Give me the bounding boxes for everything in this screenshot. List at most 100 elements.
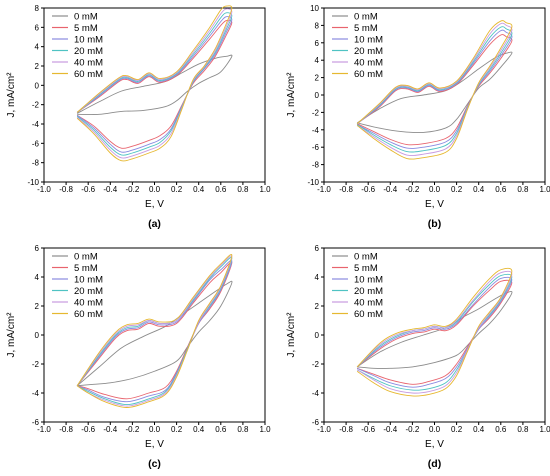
series-curve	[76, 8, 233, 159]
series-curve	[356, 20, 513, 160]
legend-label: 10 mM	[354, 275, 383, 286]
y-tick-label: -2	[312, 360, 320, 369]
x-tick-label: -0.2	[406, 425, 420, 434]
x-tick-label: 0.6	[495, 425, 507, 434]
y-tick-label: -4	[312, 126, 320, 135]
y-tick-label: 4	[35, 43, 40, 52]
series-curve	[356, 276, 513, 388]
y-tick-label: -4	[32, 389, 40, 398]
panel-label: (d)	[428, 458, 441, 470]
x-tick-label: 1.0	[539, 185, 550, 194]
y-tick-label: 0	[35, 81, 40, 90]
panel-label: (b)	[428, 218, 441, 230]
x-tick-label: 0.8	[237, 185, 249, 194]
x-tick-label: 0.0	[149, 425, 161, 434]
y-tick-label: -2	[32, 360, 40, 369]
y-tick-label: 2	[35, 302, 40, 311]
x-tick-label: -1.0	[37, 185, 51, 194]
x-axis-title: E, V	[425, 439, 444, 450]
x-tick-label: -0.6	[361, 185, 375, 194]
x-axis-title: E, V	[145, 439, 164, 450]
series-curve	[76, 54, 233, 115]
legend-label: 60 mM	[74, 69, 103, 80]
y-tick-label: -2	[32, 101, 40, 110]
legend-label: 60 mM	[354, 69, 383, 80]
legend-label: 0 mM	[354, 12, 378, 23]
x-tick-label: -0.4	[383, 425, 397, 434]
legend-label: 20 mM	[74, 46, 103, 57]
legend-label: 20 mM	[354, 286, 383, 297]
y-tick-label: 6	[35, 23, 40, 32]
chart-panel: -1.0 -0.8 -0.6 -0.4 -0.2 0.0 0.2 0.4 0.6 0.8 1.0 -6…	[6, 244, 271, 470]
y-tick-label: 8	[315, 21, 320, 30]
x-tick-label: 1.0	[259, 185, 271, 194]
legend-label: 5 mM	[74, 23, 98, 34]
y-tick-label: 0	[35, 331, 40, 340]
legend-label: 60 mM	[354, 309, 383, 320]
y-tick-label: -10	[27, 178, 39, 187]
y-tick-label: -8	[312, 161, 320, 170]
y-tick-label: -4	[32, 120, 40, 129]
legend-label: 5 mM	[354, 23, 378, 34]
y-tick-label: 4	[35, 273, 40, 282]
x-tick-label: 0.6	[495, 185, 507, 194]
x-tick-label: -0.8	[339, 425, 353, 434]
y-tick-label: 10	[310, 4, 319, 13]
y-axis-title: J, mA/cm²	[6, 312, 17, 358]
x-tick-label: 0.0	[149, 185, 161, 194]
x-tick-label: -0.6	[81, 425, 95, 434]
legend-label: 0 mM	[74, 12, 98, 23]
x-tick-label: -0.8	[59, 425, 73, 434]
y-tick-label: 6	[35, 244, 40, 253]
y-tick-label: 0	[315, 91, 320, 100]
legend-label: 40 mM	[354, 58, 383, 69]
legend-label: 10 mM	[74, 275, 103, 286]
y-axis-title: J, mA/cm²	[286, 72, 297, 118]
y-tick-label: 6	[315, 39, 320, 48]
x-tick-label: 0.8	[517, 185, 529, 194]
legend-label: 5 mM	[74, 263, 98, 274]
chart-panel: -1.0 -0.8 -0.6 -0.4 -0.2 0.0 0.2 0.4 0.6 0.8 1.0 -1…	[286, 4, 550, 230]
x-tick-label: 0.2	[171, 425, 183, 434]
x-tick-label: 0.8	[237, 425, 249, 434]
series-curve	[76, 259, 233, 403]
x-tick-label: -0.2	[126, 425, 140, 434]
x-tick-label: -1.0	[317, 185, 331, 194]
legend-label: 5 mM	[354, 263, 378, 274]
x-tick-label: -0.4	[103, 185, 117, 194]
x-tick-label: 1.0	[539, 425, 550, 434]
legend-label: 20 mM	[74, 286, 103, 297]
x-tick-label: 0.6	[215, 185, 227, 194]
y-tick-label: 6	[315, 244, 320, 253]
chart-panel: -1.0 -0.8 -0.6 -0.4 -0.2 0.0 0.2 0.4 0.6 0.8 1.0 -6…	[286, 244, 550, 470]
x-tick-label: -0.2	[406, 185, 420, 194]
x-tick-label: 1.0	[259, 425, 271, 434]
series-curve	[76, 253, 233, 408]
legend-label: 10 mM	[354, 35, 383, 46]
y-tick-label: 2	[315, 74, 320, 83]
x-tick-label: 0.4	[473, 185, 485, 194]
x-axis-title: E, V	[425, 199, 444, 210]
x-tick-label: 0.6	[215, 425, 227, 434]
x-tick-label: 0.2	[451, 425, 463, 434]
x-tick-label: -0.6	[81, 185, 95, 194]
x-tick-label: -0.4	[383, 185, 397, 194]
legend-label: 0 mM	[354, 252, 378, 263]
legend-label: 0 mM	[74, 252, 98, 263]
x-tick-label: 0.0	[429, 185, 441, 194]
series-curve	[76, 12, 233, 156]
legend-label: 40 mM	[354, 298, 383, 309]
legend-label: 40 mM	[74, 298, 103, 309]
x-tick-label: -1.0	[317, 425, 331, 434]
series-curve	[356, 290, 513, 369]
x-tick-label: -0.8	[339, 185, 353, 194]
series-curve	[76, 5, 233, 162]
y-tick-label: 8	[35, 4, 40, 13]
y-tick-label: -8	[32, 159, 40, 168]
legend-label: 60 mM	[74, 309, 103, 320]
legend-label: 20 mM	[354, 46, 383, 57]
y-tick-label: -6	[312, 143, 320, 152]
legend-label: 10 mM	[74, 35, 103, 46]
y-tick-label: -10	[307, 178, 319, 187]
x-tick-label: 0.4	[473, 425, 485, 434]
